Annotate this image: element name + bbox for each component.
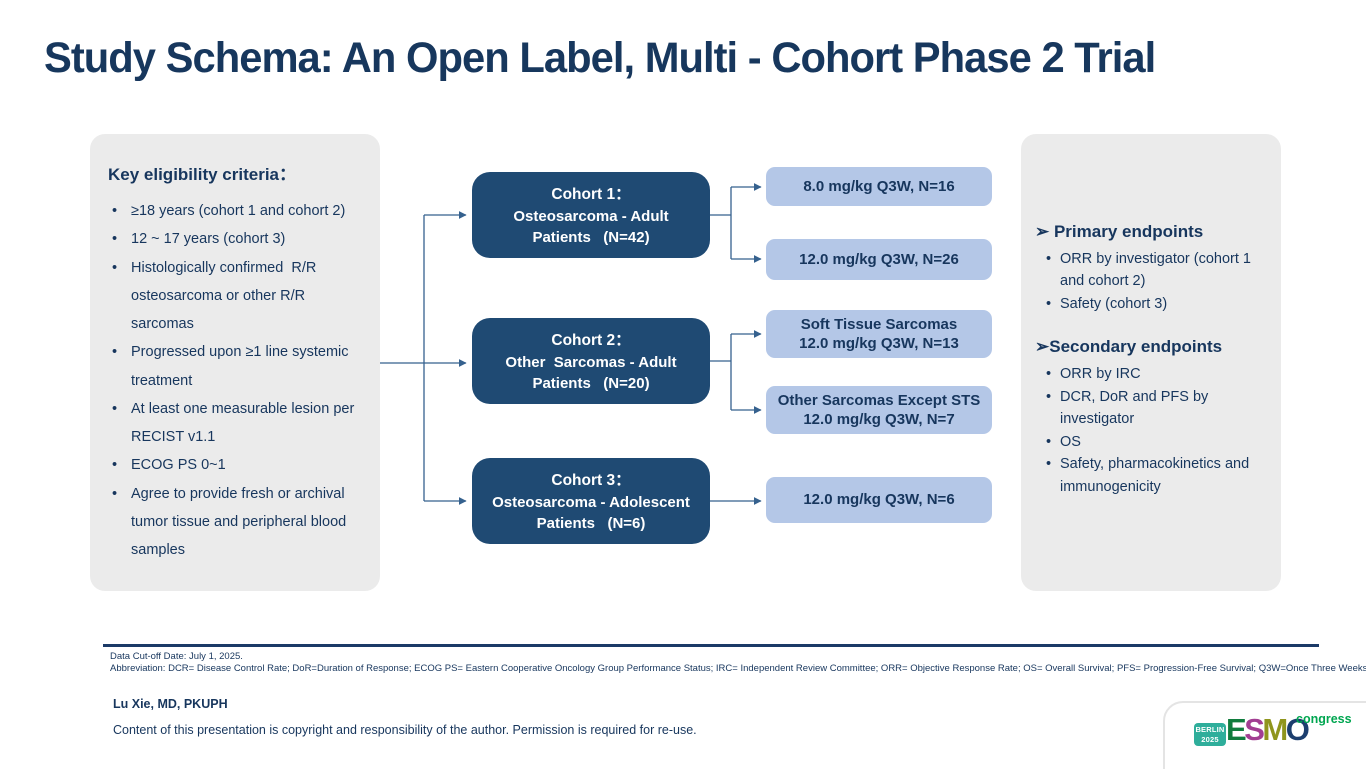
esmo-letter-o: O [1285, 712, 1310, 747]
eligibility-item: Histologically confirmed R/R osteosarcom… [108, 254, 364, 339]
footer-divider [103, 644, 1319, 647]
primary-endpoints-list: ORR by investigator (cohort 1 and cohort… [1045, 248, 1271, 316]
copyright-note: Content of this presentation is copyrigh… [113, 723, 697, 737]
eligibility-list: ≥18 years (cohort 1 and cohort 2)12 ~ 17… [108, 197, 364, 564]
secondary-endpoint-item: Safety, pharmacokinetics and immunogenic… [1045, 453, 1271, 498]
secondary-endpoint-item: OS [1045, 431, 1271, 454]
cohort-2-box: Cohort 2： Other Sarcomas - Adult Patient… [472, 318, 710, 404]
eligibility-item: At least one measurable lesion per RECIS… [108, 395, 364, 452]
esmo-logo-card: BERLIN 2025 ESMO congress [1163, 701, 1366, 769]
primary-endpoints-heading: ➢ Primary endpoints [1035, 222, 1204, 241]
slide-title: Study Schema: An Open Label, Multi - Coh… [44, 34, 1156, 82]
cohort-1-body: Osteosarcoma - Adult Patients (N=42) [513, 208, 669, 246]
primary-endpoint-item: Safety (cohort 3) [1045, 293, 1271, 316]
secondary-endpoint-item: DCR, DoR and PFS by investigator [1045, 386, 1271, 431]
berlin-2025-badge: BERLIN 2025 [1194, 723, 1226, 746]
badge-year: 2025 [1201, 734, 1219, 744]
cohort-1-title: Cohort 1： [551, 186, 631, 204]
cohort-3-body: Osteosarcoma - Adolescent Patients (N=6) [492, 494, 690, 532]
endpoints-panel: ➢ Primary endpoints ORR by investigator … [1021, 134, 1281, 591]
eligibility-item: 12 ~ 17 years (cohort 3) [108, 225, 364, 254]
dose-box-4: Other Sarcomas Except STS 12.0 mg/kg Q3W… [766, 386, 992, 434]
cohort-2-body: Other Sarcomas - Adult Patients (N=20) [505, 354, 677, 392]
author-name: Lu Xie, MD, PKUPH [113, 697, 228, 711]
secondary-endpoint-item: ORR by IRC [1045, 363, 1271, 386]
secondary-endpoints-list: ORR by IRCDCR, DoR and PFS by investigat… [1045, 363, 1271, 498]
eligibility-item: Progressed upon ≥1 line systemic treatme… [108, 338, 364, 395]
eligibility-heading: Key eligibility criteria： [108, 165, 297, 184]
dose-box-3: Soft Tissue Sarcomas 12.0 mg/kg Q3W, N=1… [766, 310, 992, 358]
congress-label: congress [1296, 712, 1352, 726]
esmo-letter-e: E [1226, 712, 1247, 747]
esmo-letter-s: S [1244, 712, 1265, 747]
data-cutoff-note: Data Cut-off Date: July 1, 2025. [110, 651, 243, 662]
eligibility-item: ECOG PS 0~1 [108, 451, 364, 480]
cohort-3-box: Cohort 3： Osteosarcoma - Adolescent Pati… [472, 458, 710, 544]
dose-box-2: 12.0 mg/kg Q3W, N=26 [766, 239, 992, 280]
eligibility-item: Agree to provide fresh or archival tumor… [108, 480, 364, 565]
cohort-3-title: Cohort 3： [551, 472, 631, 490]
secondary-endpoints-heading: ➢Secondary endpoints [1035, 337, 1223, 357]
cohort-1-box: Cohort 1： Osteosarcoma - Adult Patients … [472, 172, 710, 258]
eligibility-panel: Key eligibility criteria： ≥18 years (coh… [90, 134, 380, 591]
eligibility-item: ≥18 years (cohort 1 and cohort 2) [108, 197, 364, 226]
primary-endpoint-item: ORR by investigator (cohort 1 and cohort… [1045, 248, 1271, 293]
dose-box-5: 12.0 mg/kg Q3W, N=6 [766, 477, 992, 523]
dose-box-1: 8.0 mg/kg Q3W, N=16 [766, 167, 992, 206]
flow-connectors [380, 183, 762, 505]
esmo-letter-m: M [1262, 712, 1288, 747]
cohort-2-title: Cohort 2： [551, 332, 631, 350]
badge-city: BERLIN [1195, 725, 1225, 735]
abbreviation-note: Abbreviation: DCR= Disease Control Rate;… [110, 663, 1366, 674]
esmo-logo: ESMO [1226, 712, 1310, 748]
